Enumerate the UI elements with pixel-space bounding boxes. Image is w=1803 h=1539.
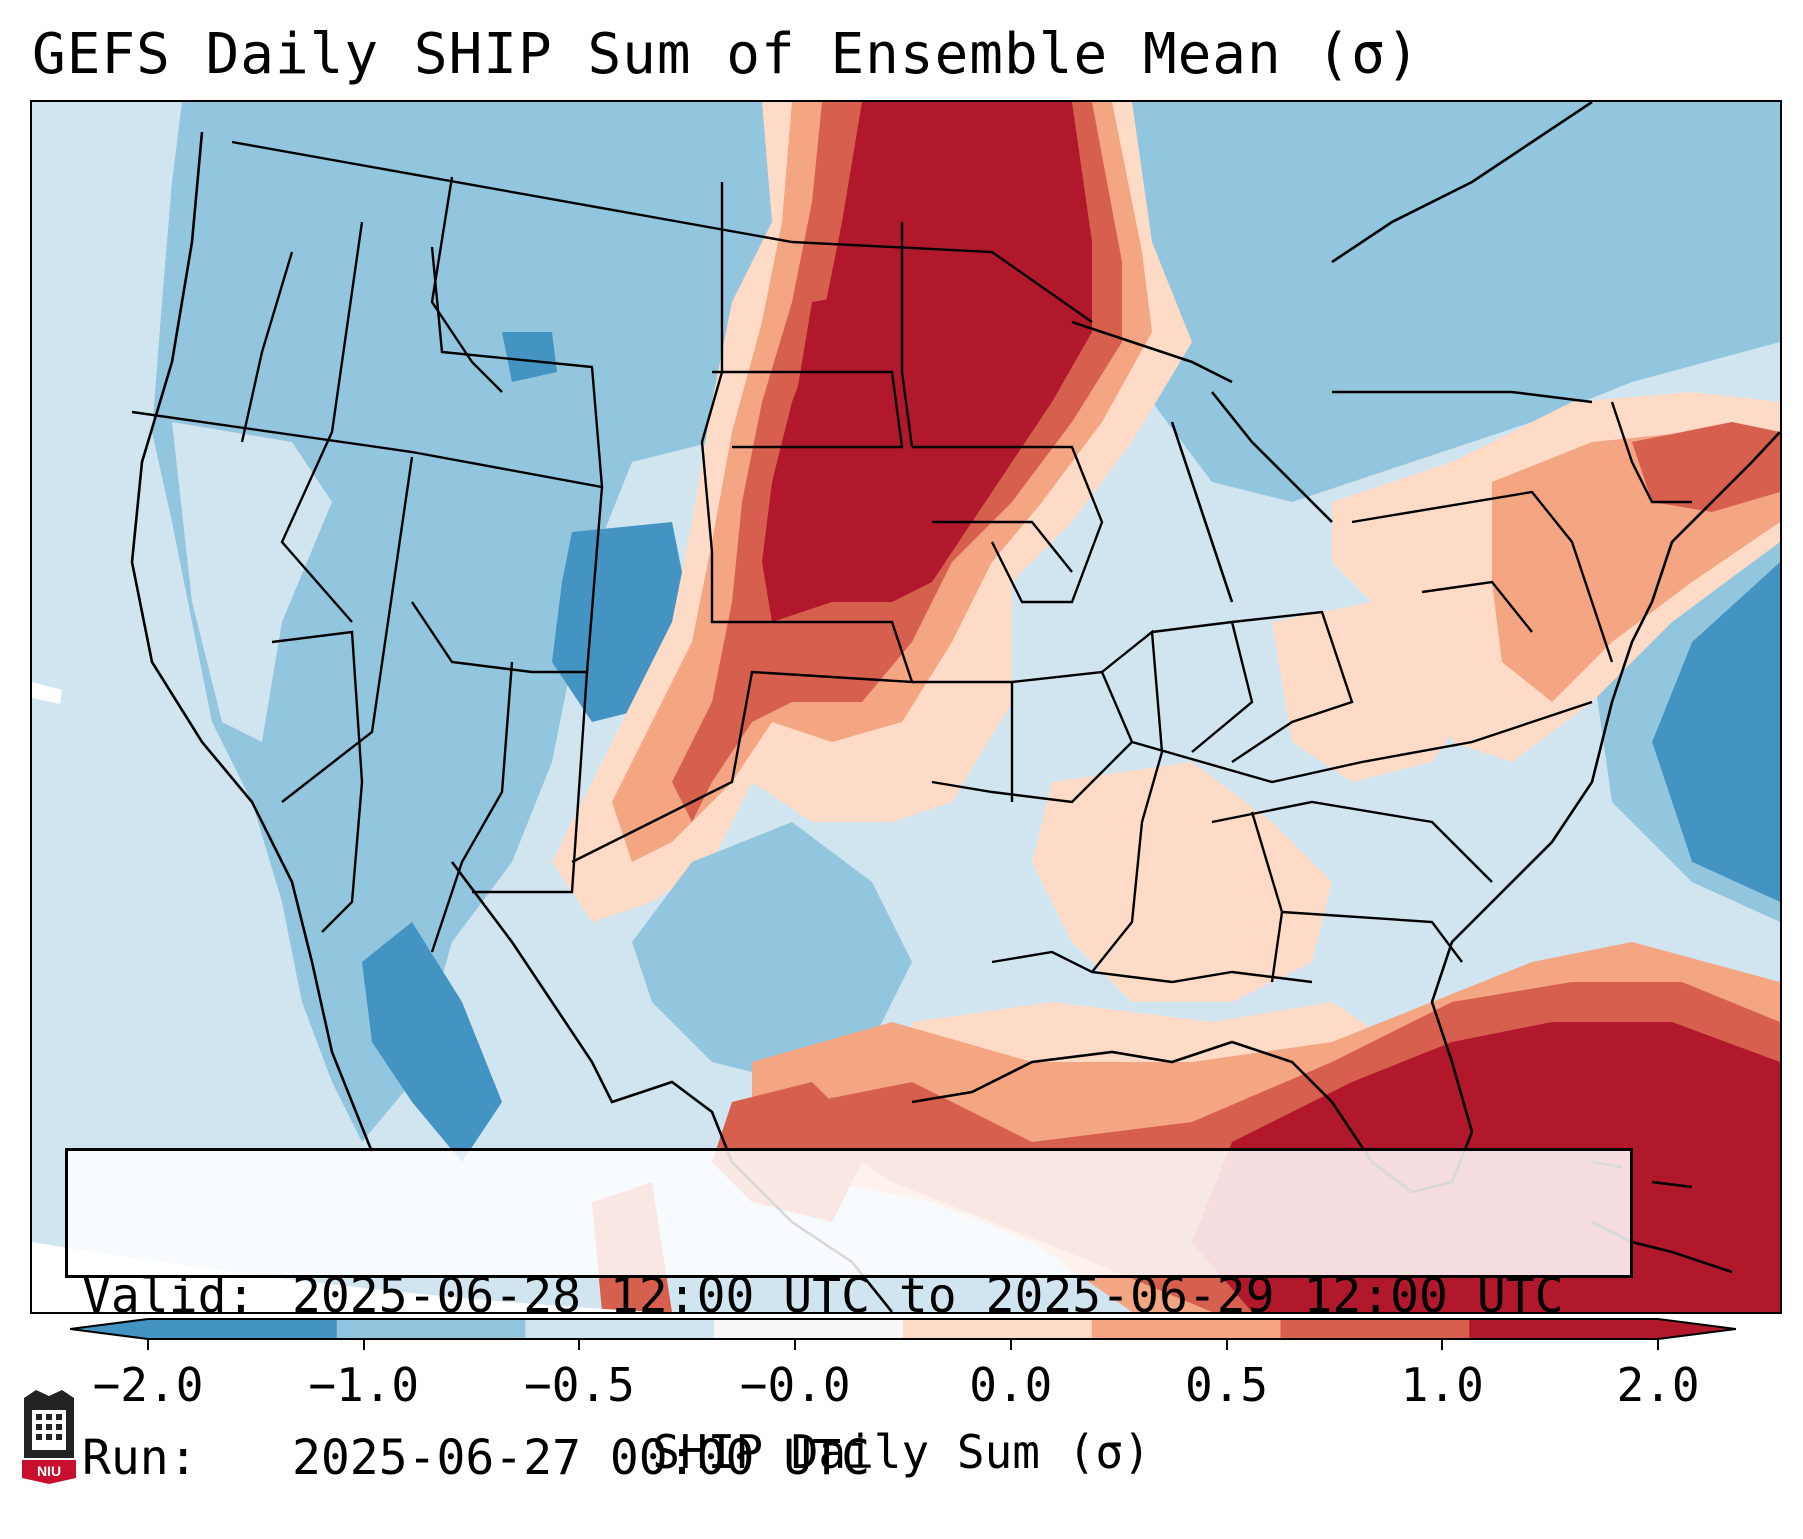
colorbar-title: SHIP Daily Sum (σ): [652, 1425, 1151, 1479]
region-west-light: [172, 422, 332, 742]
region-dakotas-core: [782, 282, 992, 572]
colorbar-tick-label: 2.0: [1616, 1358, 1700, 1412]
region-deep-south-peach: [1032, 762, 1332, 1002]
run-row: Run: 2025-06-27 00:00 UTC: [82, 1431, 1616, 1485]
colorbar-outline: [70, 1318, 1736, 1340]
colorbar-segment: [1091, 1319, 1281, 1339]
colorbar-tick-label: −0.0: [739, 1358, 851, 1412]
valid-value: 2025-06-28 12:00 UTC to 2025-06-29 12:00…: [292, 1268, 1564, 1324]
colorbar-tick-label: 0.5: [1185, 1358, 1269, 1412]
niu-logo-text: NIU: [37, 1463, 61, 1479]
colorbar-segment: [1469, 1319, 1659, 1339]
off-domain-corner: [32, 1242, 1152, 1312]
colorbar-segment: [148, 1319, 338, 1339]
ship-anomaly-map: [32, 102, 1780, 1312]
niu-university-logo: NIU: [22, 1390, 76, 1484]
state-borders: [131, 140, 1692, 984]
coastlines: [130, 102, 1780, 1312]
region-idaho-dark: [502, 332, 557, 382]
colorbar-tick: [794, 1340, 797, 1350]
colorbar-tick-label: −0.5: [524, 1358, 635, 1412]
colorbar-segment: [525, 1319, 715, 1339]
colorbar-tick-label: −2.0: [92, 1358, 204, 1412]
colorbar-extend-min: [70, 1319, 148, 1339]
colorbar-tick: [1009, 1340, 1012, 1350]
region-mexico: [362, 922, 502, 1162]
colorbar-segment: [714, 1319, 904, 1339]
region-new-england-red: [1632, 422, 1780, 512]
colorbar-segment: [1280, 1319, 1470, 1339]
colorbar-tick-label: −1.0: [308, 1358, 420, 1412]
off-domain-notch: [32, 682, 62, 704]
map-panel: [30, 100, 1782, 1314]
valid-run-info-box: Valid: 2025-06-28 12:00 UTC to 2025-06-2…: [65, 1148, 1633, 1485]
valid-label: Valid:: [82, 1268, 256, 1324]
region-ontario-quebec: [1132, 102, 1780, 502]
colorbar-tick: [1657, 1340, 1659, 1350]
colorbar-segment: [336, 1319, 526, 1339]
region-texas-light: [632, 822, 912, 1082]
colorbar-tick: [1225, 1340, 1228, 1350]
run-value: 2025-06-27 00:00 UTC: [292, 1430, 870, 1486]
colorbar-tick-label: 0.0: [969, 1358, 1053, 1412]
colorbar-tick-label: 1.0: [1400, 1358, 1484, 1412]
run-label: Run:: [82, 1430, 198, 1486]
colorbar-segment: [903, 1319, 1093, 1339]
valid-row: Valid: 2025-06-28 12:00 UTC to 2025-06-2…: [82, 1269, 1616, 1323]
region-western-atlantic: [1652, 562, 1780, 902]
colorbar-tick: [362, 1340, 365, 1350]
colorbar-tick: [147, 1340, 149, 1350]
map-title: GEFS Daily SHIP Sum of Ensemble Mean (σ): [32, 22, 1421, 87]
region-northwest: [152, 102, 792, 1142]
colorbar-extend-max: [1658, 1319, 1736, 1339]
colorbar-tick: [1441, 1340, 1444, 1350]
colorbar: [70, 1318, 1736, 1340]
colorbar-tick: [578, 1340, 581, 1350]
